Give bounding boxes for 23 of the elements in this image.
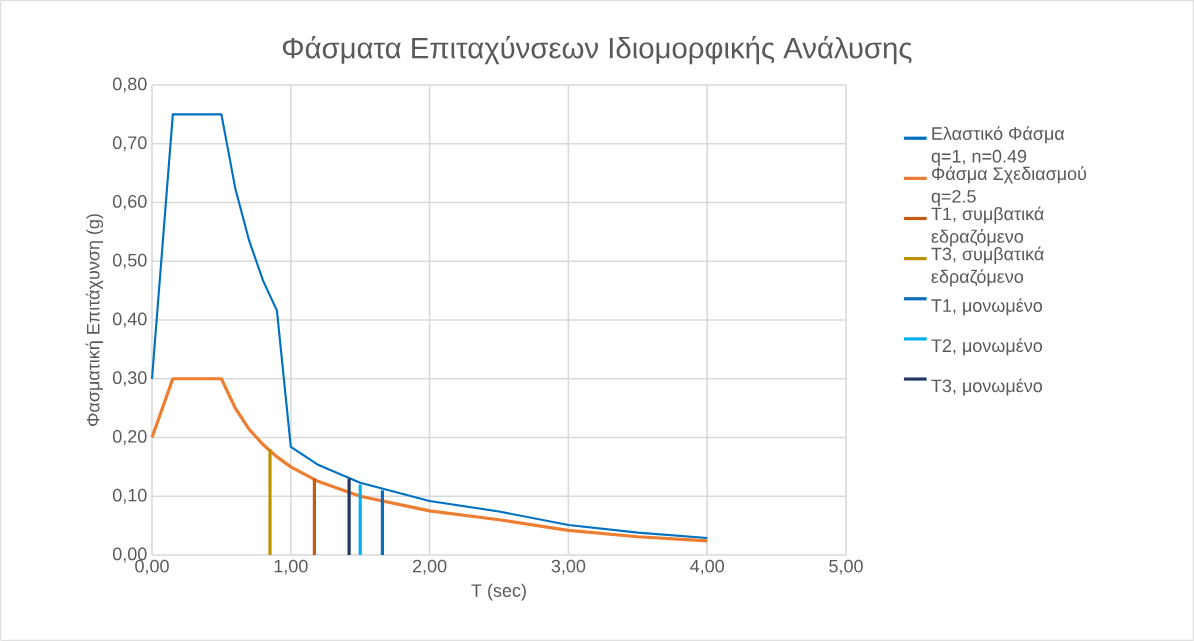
x-tick-label: 2,00 xyxy=(412,559,447,575)
chart-title: Φάσματα Επιταχύνσεων Ιδιομορφικής Ανάλυσης xyxy=(282,36,912,65)
y-tick-label: 0,80 xyxy=(112,77,147,93)
y-tick-label: 0,20 xyxy=(112,430,147,445)
legend-label: T2, μονωμένο xyxy=(931,338,1043,356)
x-axis-title: T (sec) xyxy=(471,583,526,601)
y-tick-label: 0,60 xyxy=(112,195,147,210)
x-tick-label: 4,00 xyxy=(690,559,725,575)
y-tick-label: 0,50 xyxy=(112,253,147,269)
legend-label: T3, συμβατικά εδραζόμενο xyxy=(931,246,1044,287)
y-tick-label: 0,70 xyxy=(112,136,147,152)
x-tick-label: 3,00 xyxy=(551,559,586,575)
y-tick-label: 0,40 xyxy=(112,312,147,328)
y-tick-label: 0,10 xyxy=(112,488,147,504)
y-tick-label: 0,30 xyxy=(112,371,147,387)
x-tick-label: 5,00 xyxy=(829,559,863,575)
y-axis-title: Φασματική Επιτάχυνση (g) xyxy=(85,214,104,426)
legend-label: Φάσμα Σχεδιασμού q=2.5 xyxy=(931,166,1087,207)
legend-label: T1, μονωμένο xyxy=(931,298,1043,316)
legend-label: T1, συμβατικά εδραζόμενο xyxy=(931,206,1044,247)
x-tick-label: 1,00 xyxy=(274,559,308,575)
legend-label: T3, μονωμένο xyxy=(931,378,1043,396)
legend-label: Ελαστικό Φάσμα q=1, n=0.49 xyxy=(931,126,1065,167)
